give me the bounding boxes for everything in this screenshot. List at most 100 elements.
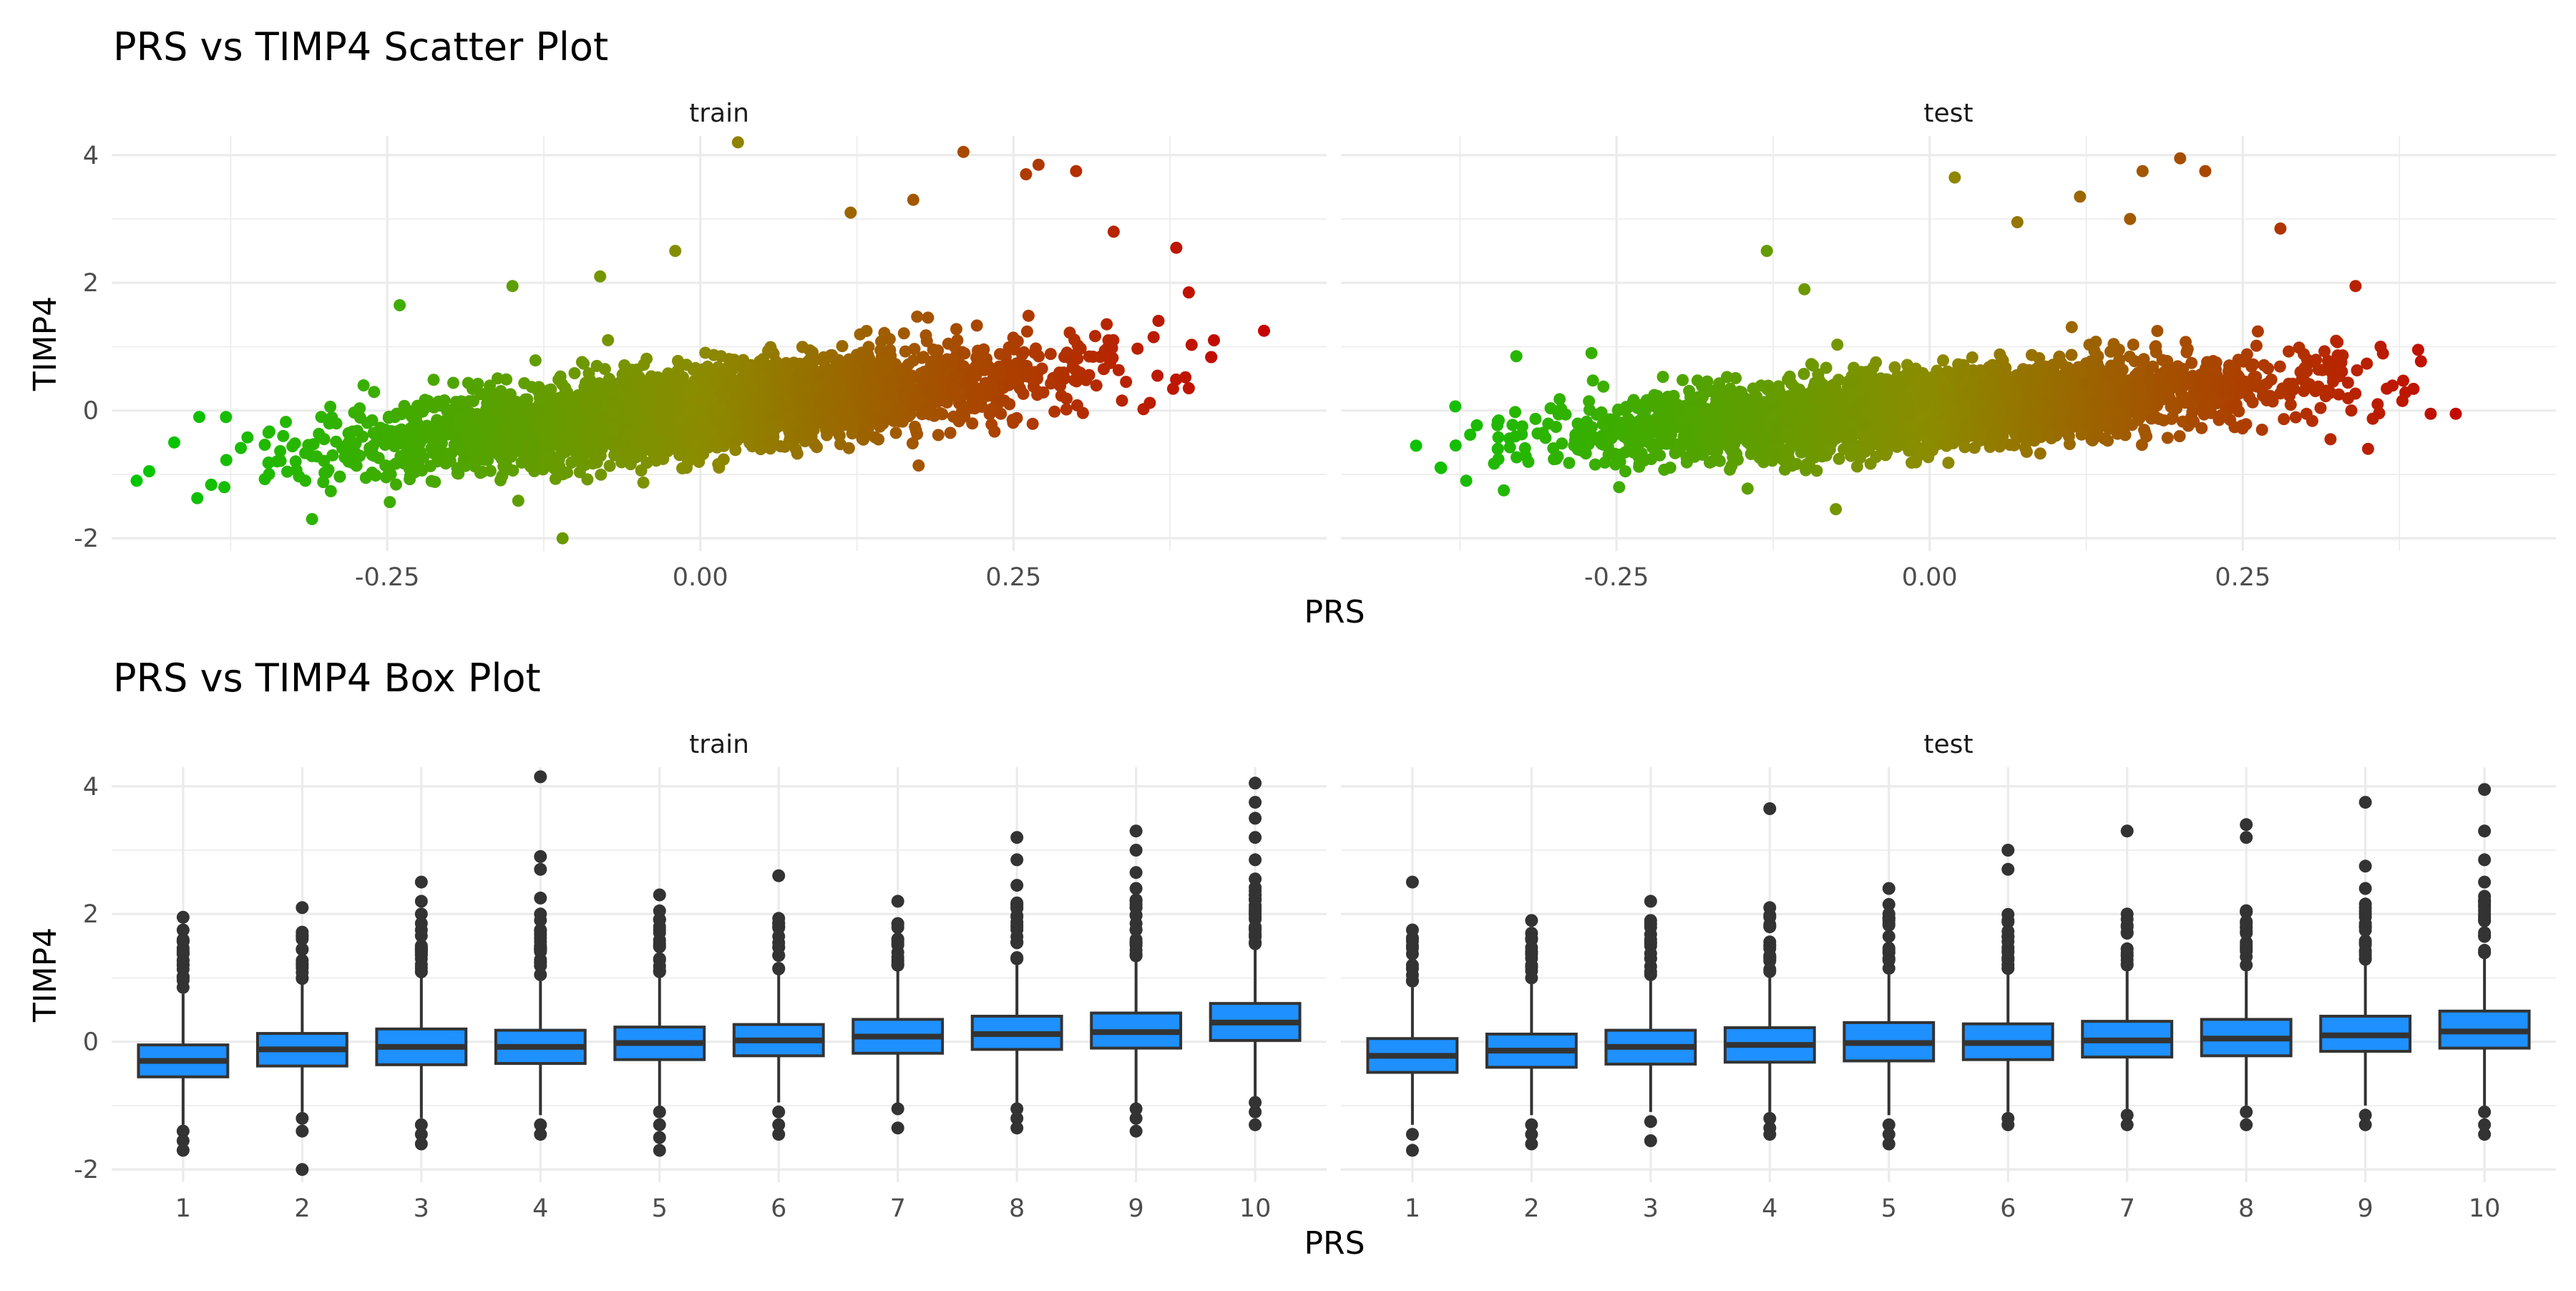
scatter-point: [2415, 355, 2427, 367]
scatter-point: [358, 379, 370, 391]
scatter-point: [1831, 338, 1843, 351]
scatter-point: [2265, 374, 2278, 386]
scatter-point: [1131, 343, 1143, 355]
scatter-point: [500, 374, 512, 386]
scatter-point: [638, 477, 650, 489]
scatter-point: [1080, 374, 1092, 386]
scatter-point: [1012, 335, 1024, 347]
scatter-point: [1148, 331, 1160, 344]
scatter-point: [726, 373, 738, 385]
scatter-point: [602, 334, 614, 346]
scatter-point: [290, 455, 302, 467]
scatter-point: [565, 398, 577, 410]
scatter-point: [952, 386, 964, 398]
scatter-point: [218, 481, 230, 493]
scatter-point: [2278, 413, 2290, 425]
scatter-point: [1205, 351, 1217, 364]
scatter-point: [1055, 389, 1068, 401]
scatter-point: [1021, 326, 1033, 338]
scatter-point: [1070, 165, 1082, 177]
scatter-point: [537, 463, 549, 475]
scatter-point: [1018, 388, 1030, 400]
scatter-point: [368, 386, 380, 398]
scatter-point: [286, 440, 298, 452]
scatter-point: [788, 356, 800, 369]
scatter-point: [131, 474, 143, 487]
scatter-point: [530, 354, 542, 366]
scatter-point: [308, 438, 320, 450]
scatter-point: [861, 325, 873, 337]
scatter-point: [452, 420, 464, 432]
scatter-point: [925, 370, 937, 382]
scatter-point: [2162, 432, 2174, 444]
scatter-point: [356, 431, 369, 443]
scatter-point: [275, 454, 287, 467]
scatter-point: [241, 432, 253, 444]
scatter-point: [399, 400, 411, 412]
scatter-point: [746, 434, 758, 447]
scatter-point: [708, 349, 720, 361]
scatter-point: [2256, 424, 2268, 436]
scatter-point: [1027, 418, 1039, 430]
scatter-point: [801, 417, 814, 429]
scatter-point: [1170, 242, 1182, 254]
scatter-point: [1509, 406, 1521, 418]
scatter-point: [912, 459, 924, 472]
scatter-point: [665, 399, 678, 411]
scatter-point: [343, 436, 356, 448]
scatter-point: [1449, 400, 1461, 412]
scatter-point: [659, 435, 671, 447]
scatter-point: [1020, 168, 1032, 180]
scatter-point: [696, 422, 708, 434]
scatter-point: [435, 399, 447, 411]
scatter-point: [727, 397, 739, 409]
scatter-point: [467, 383, 479, 395]
scatter-point: [753, 356, 766, 368]
scatter-point: [384, 496, 396, 508]
scatter-point: [235, 442, 247, 454]
scatter-point: [429, 476, 441, 488]
scatter-point: [1033, 350, 1045, 362]
scatter-point: [326, 411, 338, 424]
scatter-point: [860, 429, 872, 442]
scatter-point: [1153, 315, 1165, 327]
scatter-point: [501, 424, 513, 437]
scatter-point: [191, 492, 203, 505]
scatter-point: [657, 453, 669, 465]
scatter-point: [1742, 482, 1754, 495]
scatter-point: [532, 405, 545, 417]
scatter-point: [764, 341, 776, 354]
scatter-point: [887, 393, 899, 405]
scatter-point: [951, 334, 963, 346]
scatter-point: [390, 439, 402, 451]
scatter-point: [2262, 362, 2274, 374]
scatter-point: [809, 407, 821, 419]
scatter-point: [922, 311, 934, 323]
scatter-point: [640, 353, 653, 365]
scatter-point: [686, 447, 698, 459]
scatter-point: [685, 404, 697, 416]
scatter-point: [950, 371, 962, 383]
scatter-point: [1048, 406, 1060, 418]
scatter-point: [528, 451, 540, 463]
scatter-point: [553, 453, 565, 465]
scatter-point: [499, 446, 511, 458]
scatter-point: [782, 411, 794, 423]
scatter-point: [1183, 382, 1195, 394]
scatter-point: [591, 360, 603, 372]
scatter-point: [459, 460, 472, 472]
scatter-point: [2151, 325, 2163, 337]
scatter-point: [950, 323, 962, 335]
scatter-point: [2346, 404, 2358, 416]
scatter-point: [872, 411, 884, 423]
scatter-point: [569, 367, 581, 379]
scatter-point: [2124, 351, 2136, 363]
scatter-point: [863, 372, 875, 384]
scatter-point: [263, 468, 275, 480]
scatter-point: [1071, 399, 1083, 411]
scatter-point: [1068, 333, 1080, 346]
scatter-point: [884, 333, 896, 345]
scatter-point: [669, 423, 681, 435]
scatter-point: [1101, 318, 1113, 331]
scatter-point: [907, 194, 919, 206]
